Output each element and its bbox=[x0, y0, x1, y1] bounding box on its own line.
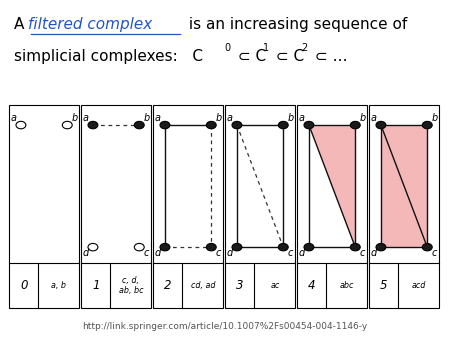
Text: 3: 3 bbox=[236, 279, 243, 292]
Text: a: a bbox=[10, 113, 17, 123]
Text: ⊂ …: ⊂ … bbox=[310, 49, 347, 64]
Circle shape bbox=[16, 121, 26, 129]
Text: 0: 0 bbox=[20, 279, 27, 292]
Circle shape bbox=[376, 243, 386, 251]
Text: d: d bbox=[82, 248, 89, 259]
Text: a: a bbox=[370, 113, 377, 123]
Text: b: b bbox=[216, 113, 222, 123]
Text: abc: abc bbox=[340, 281, 354, 290]
Circle shape bbox=[62, 121, 72, 129]
Text: cd, ad: cd, ad bbox=[191, 281, 215, 290]
Circle shape bbox=[134, 121, 144, 129]
Text: is an increasing sequence of: is an increasing sequence of bbox=[184, 17, 407, 32]
Text: c, d,
ab, bc: c, d, ab, bc bbox=[119, 275, 143, 295]
Circle shape bbox=[88, 121, 98, 129]
Text: filtered complex: filtered complex bbox=[28, 17, 153, 32]
Circle shape bbox=[350, 243, 360, 251]
Polygon shape bbox=[309, 125, 355, 247]
Text: c: c bbox=[144, 248, 149, 259]
Text: 1: 1 bbox=[92, 279, 99, 292]
Text: 2: 2 bbox=[302, 43, 308, 53]
Text: ⊂ C: ⊂ C bbox=[271, 49, 305, 64]
FancyBboxPatch shape bbox=[225, 105, 295, 308]
FancyBboxPatch shape bbox=[81, 105, 151, 308]
Text: d: d bbox=[226, 248, 233, 259]
Text: b: b bbox=[72, 113, 78, 123]
Circle shape bbox=[304, 243, 314, 251]
Circle shape bbox=[304, 121, 314, 129]
Text: d: d bbox=[154, 248, 161, 259]
FancyBboxPatch shape bbox=[297, 105, 367, 308]
Polygon shape bbox=[381, 125, 427, 247]
Text: b: b bbox=[360, 113, 366, 123]
FancyBboxPatch shape bbox=[369, 105, 439, 308]
Circle shape bbox=[350, 121, 360, 129]
Text: a: a bbox=[154, 113, 161, 123]
Circle shape bbox=[278, 121, 288, 129]
Text: b: b bbox=[288, 113, 294, 123]
Circle shape bbox=[88, 243, 98, 251]
Circle shape bbox=[232, 243, 242, 251]
Text: 5: 5 bbox=[380, 279, 387, 292]
Text: b: b bbox=[432, 113, 438, 123]
Circle shape bbox=[278, 243, 288, 251]
Text: 1: 1 bbox=[263, 43, 270, 53]
Circle shape bbox=[232, 121, 242, 129]
Text: b: b bbox=[144, 113, 150, 123]
Circle shape bbox=[160, 121, 170, 129]
FancyBboxPatch shape bbox=[153, 105, 223, 308]
Circle shape bbox=[134, 243, 144, 251]
Text: d: d bbox=[370, 248, 377, 259]
Text: acd: acd bbox=[412, 281, 426, 290]
Polygon shape bbox=[381, 125, 427, 247]
Circle shape bbox=[376, 121, 386, 129]
Circle shape bbox=[160, 243, 170, 251]
Text: 4: 4 bbox=[308, 279, 315, 292]
Text: c: c bbox=[432, 248, 437, 259]
Text: a: a bbox=[82, 113, 89, 123]
Text: http://link.springer.com/article/10.1007%2Fs00454-004-1146-y: http://link.springer.com/article/10.1007… bbox=[82, 321, 368, 331]
Text: c: c bbox=[360, 248, 365, 259]
FancyBboxPatch shape bbox=[9, 105, 79, 308]
Text: ac: ac bbox=[270, 281, 279, 290]
Circle shape bbox=[206, 243, 216, 251]
Text: c: c bbox=[216, 248, 221, 259]
Text: simplicial complexes:   C: simplicial complexes: C bbox=[14, 49, 203, 64]
Text: 2: 2 bbox=[164, 279, 171, 292]
Text: ⊂ C: ⊂ C bbox=[233, 49, 266, 64]
Text: A: A bbox=[14, 17, 29, 32]
Text: 0: 0 bbox=[224, 43, 230, 53]
Text: c: c bbox=[288, 248, 293, 259]
Text: a, b: a, b bbox=[51, 281, 66, 290]
Circle shape bbox=[422, 121, 432, 129]
Text: d: d bbox=[298, 248, 305, 259]
Text: a: a bbox=[226, 113, 233, 123]
Text: a: a bbox=[298, 113, 305, 123]
Circle shape bbox=[206, 121, 216, 129]
Circle shape bbox=[422, 243, 432, 251]
